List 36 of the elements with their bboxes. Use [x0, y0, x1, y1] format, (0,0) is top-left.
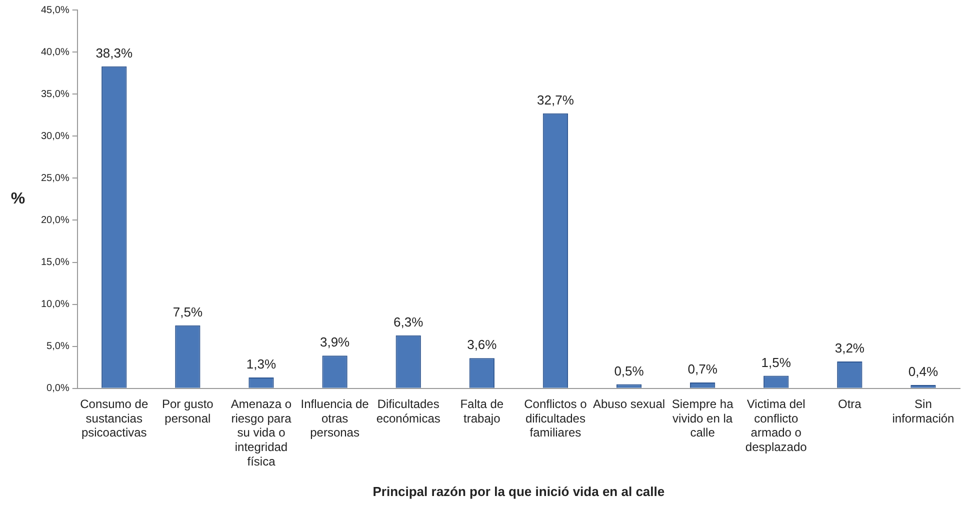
x-tick-label: Sin información — [892, 396, 954, 426]
x-axis-title: Principal razón por la que inició vida en al calle — [372, 484, 665, 499]
x-tick-label: Falta de trabajo — [460, 396, 504, 426]
x-tick-label: Por gusto personal — [162, 396, 214, 426]
x-tick-label: Victima del conflicto armado o desplazado — [745, 396, 808, 454]
y-tick-label: 45,0% — [40, 4, 70, 16]
data-label: 0,5% — [614, 363, 644, 378]
data-label: 1,3% — [246, 356, 276, 372]
x-tick-label: Siempre ha vivido en la calle — [672, 396, 734, 440]
x-tick-label: Consumo de sustancias psicoactivas — [80, 396, 148, 440]
x-tick-label: Dificultades económicas — [376, 396, 440, 426]
y-tick-label: 0,0% — [46, 383, 70, 394]
x-tick-label: Influencia de otras personas — [300, 396, 370, 440]
y-tick-label: 30,0% — [40, 130, 70, 142]
data-label: 38,3% — [96, 45, 133, 60]
data-label: 0,7% — [688, 362, 718, 377]
y-tick-label: 35,0% — [40, 88, 70, 100]
y-axis-title: % — [10, 190, 26, 208]
data-label: 7,5% — [172, 304, 203, 320]
y-tick-label: 15,0% — [40, 257, 70, 268]
y-tick-label: 25,0% — [40, 172, 70, 184]
x-tick-label: Otra — [838, 396, 862, 411]
x-tick-label: Conflictos o dificultades familiares — [524, 396, 588, 440]
y-tick-label: 10,0% — [40, 299, 70, 310]
data-label: 3,6% — [467, 337, 498, 352]
data-label: 0,4% — [908, 364, 938, 380]
data-label: 6,3% — [394, 314, 424, 330]
y-tick-label: 20,0% — [40, 214, 70, 226]
data-label: 32,7% — [537, 92, 574, 108]
x-tick-label: Abuso sexual — [592, 396, 666, 411]
y-tick-label: 40,0% — [40, 46, 70, 58]
data-label: 3,2% — [834, 340, 865, 356]
data-label: 1,5% — [761, 354, 792, 370]
x-tick-label: Amenaza o riesgo para su vida o integridad física — [230, 396, 292, 469]
data-label: 3,9% — [320, 334, 350, 350]
y-tick-label: 5,0% — [46, 341, 70, 352]
